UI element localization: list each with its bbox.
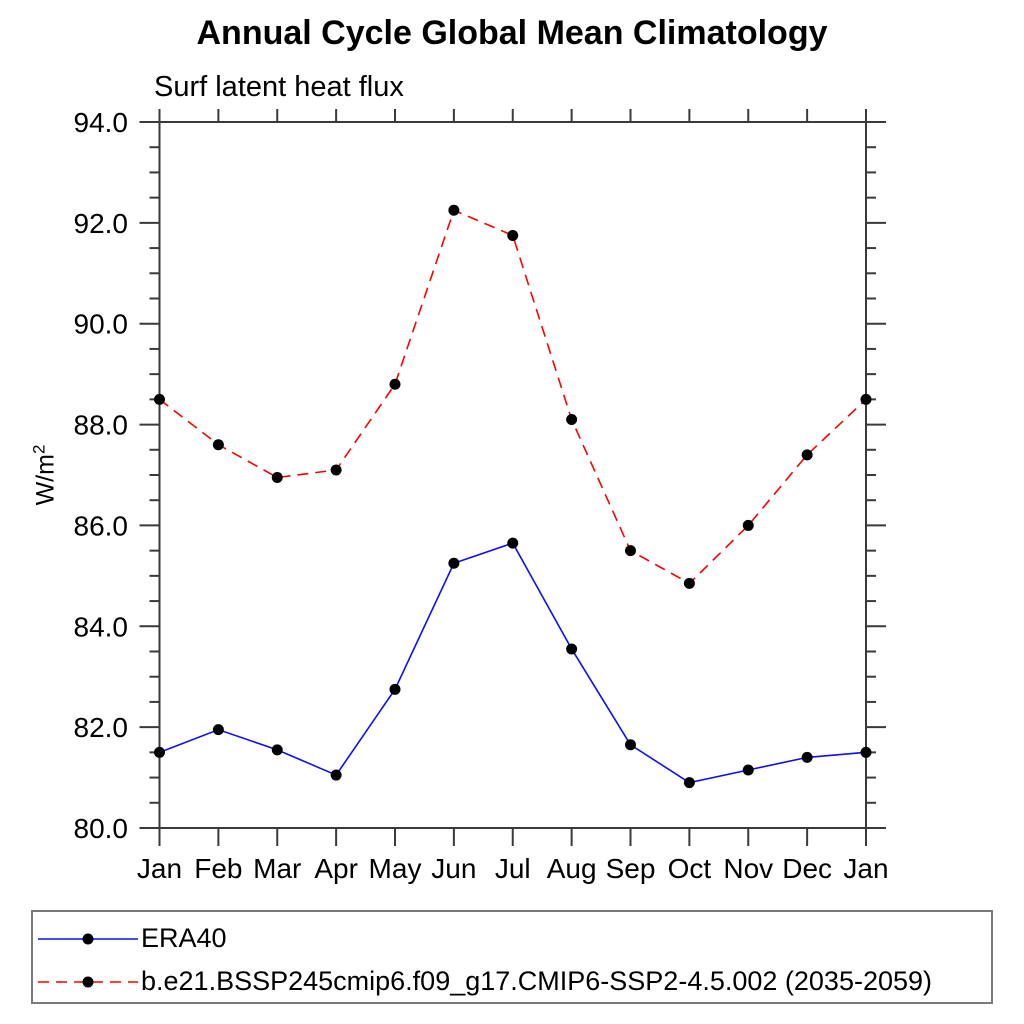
data-point-marker-0: [625, 739, 636, 751]
y-tick-label: 94.0: [74, 107, 129, 138]
series-line-1: [159, 209, 867, 585]
y-tick-label: 80.0: [74, 813, 129, 844]
data-point-marker-1: [683, 577, 695, 589]
legend-line-sample-era40: [38, 933, 138, 944]
data-point-marker-0: [448, 557, 460, 569]
data-point-marker-1: [448, 204, 460, 216]
series-line-0: [159, 542, 867, 784]
data-point-marker-0: [683, 777, 695, 789]
y-tick-label: 88.0: [74, 410, 129, 441]
legend-box: ERA40 b.e21.BSSP245cmip6.f09_g17.CMIP6-S…: [31, 910, 993, 1004]
x-tick-label: Mar: [253, 853, 301, 884]
data-point-marker-0: [742, 764, 754, 776]
data-point-marker-0: [212, 724, 224, 736]
x-tick-label: Nov: [723, 853, 773, 884]
y-tick-label: 90.0: [74, 309, 129, 340]
data-point-marker-1: [330, 464, 342, 476]
data-point-marker-0: [801, 751, 813, 763]
data-point-marker-0: [330, 769, 342, 781]
data-point-marker-1: [625, 545, 636, 557]
data-point-marker-0: [566, 643, 578, 655]
legend-entry-era40: ERA40: [38, 923, 227, 954]
x-tick-label: Sep: [606, 853, 656, 884]
data-point-marker-1: [507, 229, 519, 241]
data-point-marker-1: [801, 449, 813, 461]
x-tick-label: Jan: [843, 853, 888, 884]
legend-label-era40: ERA40: [141, 923, 227, 953]
x-tick-label: Jan: [137, 853, 182, 884]
x-tick-label: Apr: [314, 853, 358, 884]
y-tick-label: 92.0: [74, 208, 129, 239]
data-point-marker-1: [566, 414, 578, 426]
legend-line-sample-model: [38, 976, 138, 987]
data-point-marker-0: [271, 744, 283, 756]
x-tick-label: May: [369, 853, 422, 884]
legend-sample-marker: [82, 976, 94, 987]
data-point-marker-1: [860, 393, 872, 405]
x-tick-label: Aug: [547, 853, 597, 884]
data-point-marker-0: [860, 746, 872, 758]
data-point-marker-1: [154, 393, 165, 405]
plot-frame: [158, 121, 867, 829]
chart-title: Annual Cycle Global Mean Climatology: [196, 14, 828, 52]
y-tick-label: 86.0: [74, 510, 129, 541]
chart-subtitle: Surf latent heat flux: [154, 71, 404, 103]
legend-sample-marker: [82, 933, 94, 944]
x-tick-label: Dec: [782, 853, 832, 884]
y-tick-label: 82.0: [74, 712, 129, 743]
legend-entry-model: b.e21.BSSP245cmip6.f09_g17.CMIP6-SSP2-4.…: [38, 966, 932, 997]
x-tick-label: Jul: [495, 853, 531, 884]
x-tick-label: Feb: [194, 853, 242, 884]
data-point-marker-0: [389, 683, 401, 695]
x-tick-label: Jun: [431, 853, 476, 884]
data-point-marker-0: [154, 746, 165, 758]
y-tick-label: 84.0: [74, 611, 129, 642]
data-point-marker-1: [271, 472, 283, 484]
data-point-marker-1: [212, 439, 224, 451]
legend-label-model: b.e21.BSSP245cmip6.f09_g17.CMIP6-SSP2-4.…: [141, 966, 933, 996]
x-tick-label: Oct: [668, 853, 712, 884]
data-point-marker-1: [389, 378, 401, 390]
data-point-marker-0: [507, 537, 519, 549]
data-point-marker-1: [742, 519, 754, 531]
